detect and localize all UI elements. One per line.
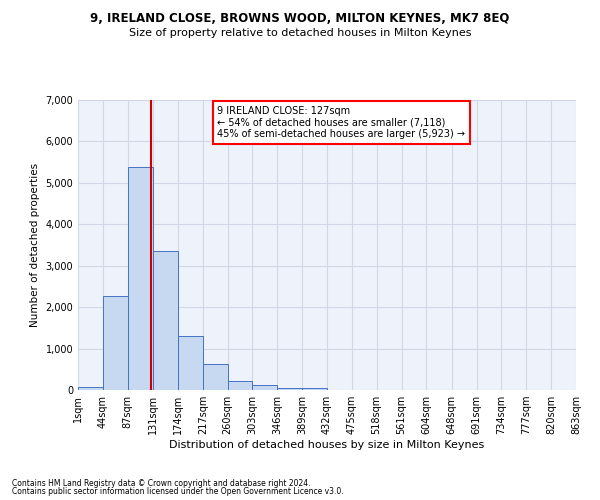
Text: 9 IRELAND CLOSE: 127sqm
← 54% of detached houses are smaller (7,118)
45% of semi: 9 IRELAND CLOSE: 127sqm ← 54% of detache… — [217, 106, 466, 139]
Bar — [253, 386, 277, 390]
Bar — [302, 388, 327, 390]
Bar — [178, 336, 203, 390]
Bar — [103, 296, 128, 390]
Text: 9, IRELAND CLOSE, BROWNS WOOD, MILTON KEYNES, MK7 8EQ: 9, IRELAND CLOSE, BROWNS WOOD, MILTON KE… — [91, 12, 509, 26]
Bar — [78, 387, 103, 390]
Bar — [128, 167, 153, 390]
Y-axis label: Number of detached properties: Number of detached properties — [30, 163, 40, 327]
Text: Contains HM Land Registry data © Crown copyright and database right 2024.: Contains HM Land Registry data © Crown c… — [12, 478, 311, 488]
Bar — [227, 381, 253, 390]
Bar — [203, 364, 227, 390]
Text: Size of property relative to detached houses in Milton Keynes: Size of property relative to detached ho… — [129, 28, 471, 38]
Text: Contains public sector information licensed under the Open Government Licence v3: Contains public sector information licen… — [12, 487, 344, 496]
Bar — [277, 388, 302, 390]
Bar — [153, 251, 178, 390]
X-axis label: Distribution of detached houses by size in Milton Keynes: Distribution of detached houses by size … — [169, 440, 485, 450]
